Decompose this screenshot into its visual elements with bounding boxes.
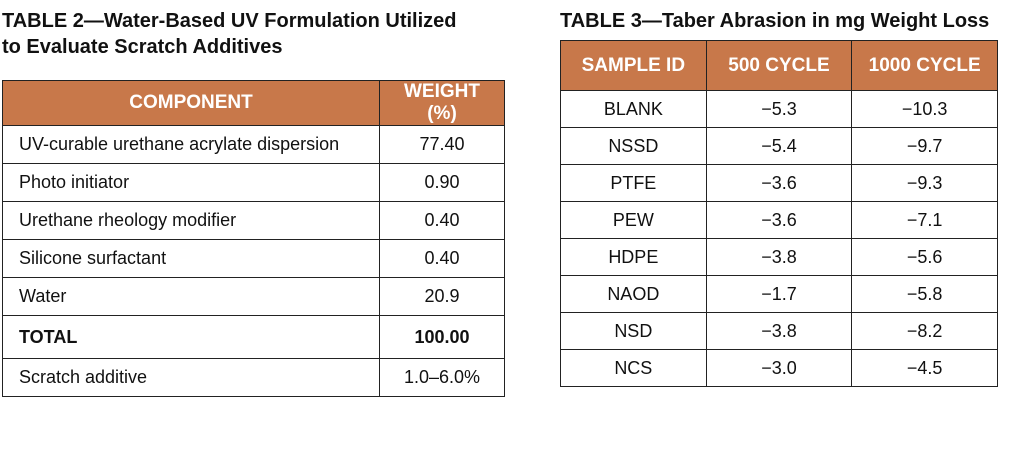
table-title: TABLE 3—Taber Abrasion in mg Weight Loss (560, 10, 990, 32)
table-cell: −3.8 (705, 238, 853, 276)
table-cell: 0.40 (379, 201, 505, 240)
column-header: SAMPLE ID (560, 40, 707, 91)
table-cell: −3.6 (705, 164, 853, 202)
table-cell: −5.4 (705, 127, 853, 165)
column-header: WEIGHT (%) (379, 80, 505, 126)
table-title: TABLE 2—Water-Based UV Formulation Utili… (2, 10, 457, 58)
table-cell: −1.7 (705, 275, 853, 313)
table-cell: Silicone surfactant (2, 239, 380, 278)
table-cell: 1.0–6.0% (379, 358, 505, 397)
table-row: PTFE −3.6 −9.3 (560, 164, 998, 202)
table-cell: 77.40 (379, 125, 505, 164)
table-cell: NSSD (560, 127, 707, 165)
abrasion-table: SAMPLE ID 500 CYCLE 1000 CYCLE BLANK −5.3 −10… (560, 40, 998, 387)
table-row: NAOD −1.7 −5.8 (560, 275, 998, 313)
table-cell: Photo initiator (2, 163, 380, 202)
table-cell: −3.0 (705, 349, 853, 387)
column-header: 500 CYCLE (705, 40, 853, 91)
table-row: TOTAL 100.00 (2, 315, 505, 359)
table-cell: −8.2 (851, 312, 998, 350)
column-header: COMPONENT (2, 80, 380, 126)
table-row: Water 20.9 (2, 277, 505, 316)
table-cell: −10.3 (851, 90, 998, 128)
table-cell: NAOD (560, 275, 707, 313)
table-row: Silicone surfactant 0.40 (2, 239, 505, 278)
table-cell: 0.90 (379, 163, 505, 202)
header-row: COMPONENT WEIGHT (%) (2, 80, 505, 126)
table-row: Photo initiator 0.90 (2, 163, 505, 202)
table-row: NSD −3.8 −8.2 (560, 312, 998, 350)
table-row: UV-curable urethane acrylate dispersion 7… (2, 125, 505, 164)
table-cell: −4.5 (851, 349, 998, 387)
table-cell: PTFE (560, 164, 707, 202)
table-cell: PEW (560, 201, 707, 239)
header-row: SAMPLE ID 500 CYCLE 1000 CYCLE (560, 40, 998, 91)
table-cell: −7.1 (851, 201, 998, 239)
table-row: Urethane rheology modifier 0.40 (2, 201, 505, 240)
table-row: HDPE −3.8 −5.6 (560, 238, 998, 276)
table-cell: −9.7 (851, 127, 998, 165)
table-cell: −3.8 (705, 312, 853, 350)
table-cell: −5.6 (851, 238, 998, 276)
table-cell: NCS (560, 349, 707, 387)
table-cell: TOTAL (2, 315, 380, 359)
table-cell: −9.3 (851, 164, 998, 202)
table-cell: 0.40 (379, 239, 505, 278)
table-row: BLANK −5.3 −10.3 (560, 90, 998, 128)
table-cell: Scratch additive (2, 358, 380, 397)
table-row: NCS −3.0 −4.5 (560, 349, 998, 387)
table-row: PEW −3.6 −7.1 (560, 201, 998, 239)
table-cell: BLANK (560, 90, 707, 128)
table-cell: 100.00 (379, 315, 505, 359)
table-cell: NSD (560, 312, 707, 350)
table-cell: UV-curable urethane acrylate dispersion (2, 125, 380, 164)
table-cell: −3.6 (705, 201, 853, 239)
column-header: 1000 CYCLE (851, 40, 998, 91)
table-cell: 20.9 (379, 277, 505, 316)
table-cell: −5.3 (705, 90, 853, 128)
table-cell: Urethane rheology modifier (2, 201, 380, 240)
table-cell: −5.8 (851, 275, 998, 313)
table-cell: HDPE (560, 238, 707, 276)
table-cell: Water (2, 277, 380, 316)
table-row: Scratch additive 1.0–6.0% (2, 358, 505, 397)
table-row: NSSD −5.4 −9.7 (560, 127, 998, 165)
formulation-table: COMPONENT WEIGHT (%) UV-curable urethane a… (2, 80, 505, 397)
